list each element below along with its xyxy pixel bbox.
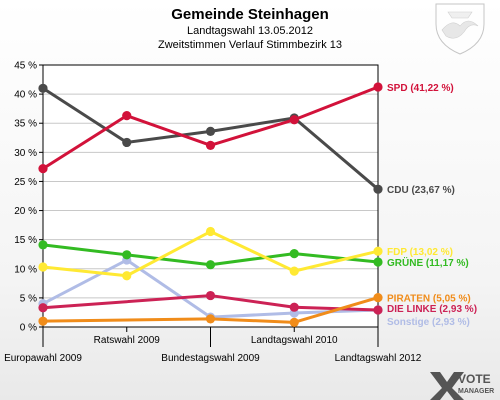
y-tick-label: 0 % <box>20 323 37 334</box>
series-gr-ne <box>38 240 383 270</box>
series-line <box>42 296 379 324</box>
data-point <box>38 83 48 93</box>
chart-subtitle-line-2: Zweitstimmen Verlauf Stimmbezirk 13 <box>158 39 342 51</box>
data-point <box>38 164 48 174</box>
y-tick-label: 30 % <box>14 148 37 159</box>
series-end-labels: SPD (41,22 %) CDU (23,67 %) FDP (13,02 %)G… <box>387 83 477 328</box>
data-point <box>289 317 299 327</box>
data-point <box>289 249 299 259</box>
data-point <box>205 126 216 136</box>
y-tick-label: 10 % <box>14 264 37 275</box>
x-tick-label: Ratswahl 2009 <box>94 335 161 346</box>
data-point <box>205 314 216 324</box>
data-point <box>289 115 299 125</box>
data-point <box>289 266 299 276</box>
chart-header: Gemeinde Steinhagen Landtagswahl 13.05.2… <box>158 6 342 51</box>
data-point <box>122 137 132 148</box>
data-point <box>38 240 48 250</box>
data-point <box>373 246 383 256</box>
series-end-label: Sonstige (2,93 %) <box>387 317 470 328</box>
y-axis-ticks: 0 % 5 % 10 % 15 % 20 % 25 % 30 % 35 % 40 % 45 % <box>14 61 43 334</box>
series-end-label: GRÜNE (11,17 %) <box>387 256 469 269</box>
data-point <box>205 260 216 270</box>
x-tick-label: Landtagswahl 2012 <box>335 353 422 364</box>
y-tick-label: 25 % <box>14 177 37 188</box>
series-spd <box>38 82 383 174</box>
series-piraten <box>38 292 383 327</box>
x-tick-label: Landtagswahl 2010 <box>251 335 338 346</box>
data-point <box>205 140 216 150</box>
series-end-label: FDP (13,02 %) <box>387 247 453 258</box>
data-point <box>205 290 216 301</box>
y-tick-label: 35 % <box>14 119 37 130</box>
data-point <box>373 82 383 92</box>
series-end-label: DIE LINKE (2,93 %) <box>387 304 477 315</box>
data-point <box>289 302 299 312</box>
series-end-label: PIRATEN (5,05 %) <box>387 294 471 305</box>
data-point <box>373 184 383 194</box>
data-point <box>122 250 132 260</box>
series-end-label: CDU (23,67 %) <box>387 185 455 196</box>
data-point <box>373 305 383 315</box>
y-tick-label: 5 % <box>20 293 37 304</box>
logo-line-2: MANAGER <box>458 388 494 395</box>
data-point <box>205 226 216 237</box>
data-point <box>38 262 48 272</box>
data-point <box>38 316 48 326</box>
data-point <box>38 303 48 313</box>
chart-series <box>38 82 383 327</box>
series-cdu <box>38 83 383 194</box>
data-point <box>122 271 132 281</box>
vote-manager-logo: VOTE MANAGER <box>430 372 494 400</box>
data-point <box>122 111 132 121</box>
y-tick-label: 45 % <box>14 61 37 72</box>
y-tick-label: 15 % <box>14 235 37 246</box>
series-fdp <box>38 226 383 281</box>
y-tick-label: 40 % <box>14 90 37 101</box>
chart-grid <box>42 64 379 328</box>
y-tick-label: 20 % <box>14 206 37 217</box>
data-point <box>373 292 383 303</box>
data-point <box>373 257 383 267</box>
series-end-label: SPD (41,22 %) <box>387 83 454 94</box>
coat-of-arms-icon <box>435 3 485 55</box>
chart-subtitle-line-1: Landtagswahl 13.05.2012 <box>187 25 313 37</box>
logo-line-1: VOTE <box>458 372 491 386</box>
x-axis-ticks: Europawahl 2009 Ratswahl 2009Bundestagswa… <box>4 327 422 364</box>
vote-manager-icon <box>430 372 464 400</box>
x-tick-label: Europawahl 2009 <box>4 353 82 364</box>
plot-area <box>43 65 378 327</box>
x-tick-label: Bundestagswahl 2009 <box>161 353 260 364</box>
chart-title: Gemeinde Steinhagen <box>171 6 329 23</box>
